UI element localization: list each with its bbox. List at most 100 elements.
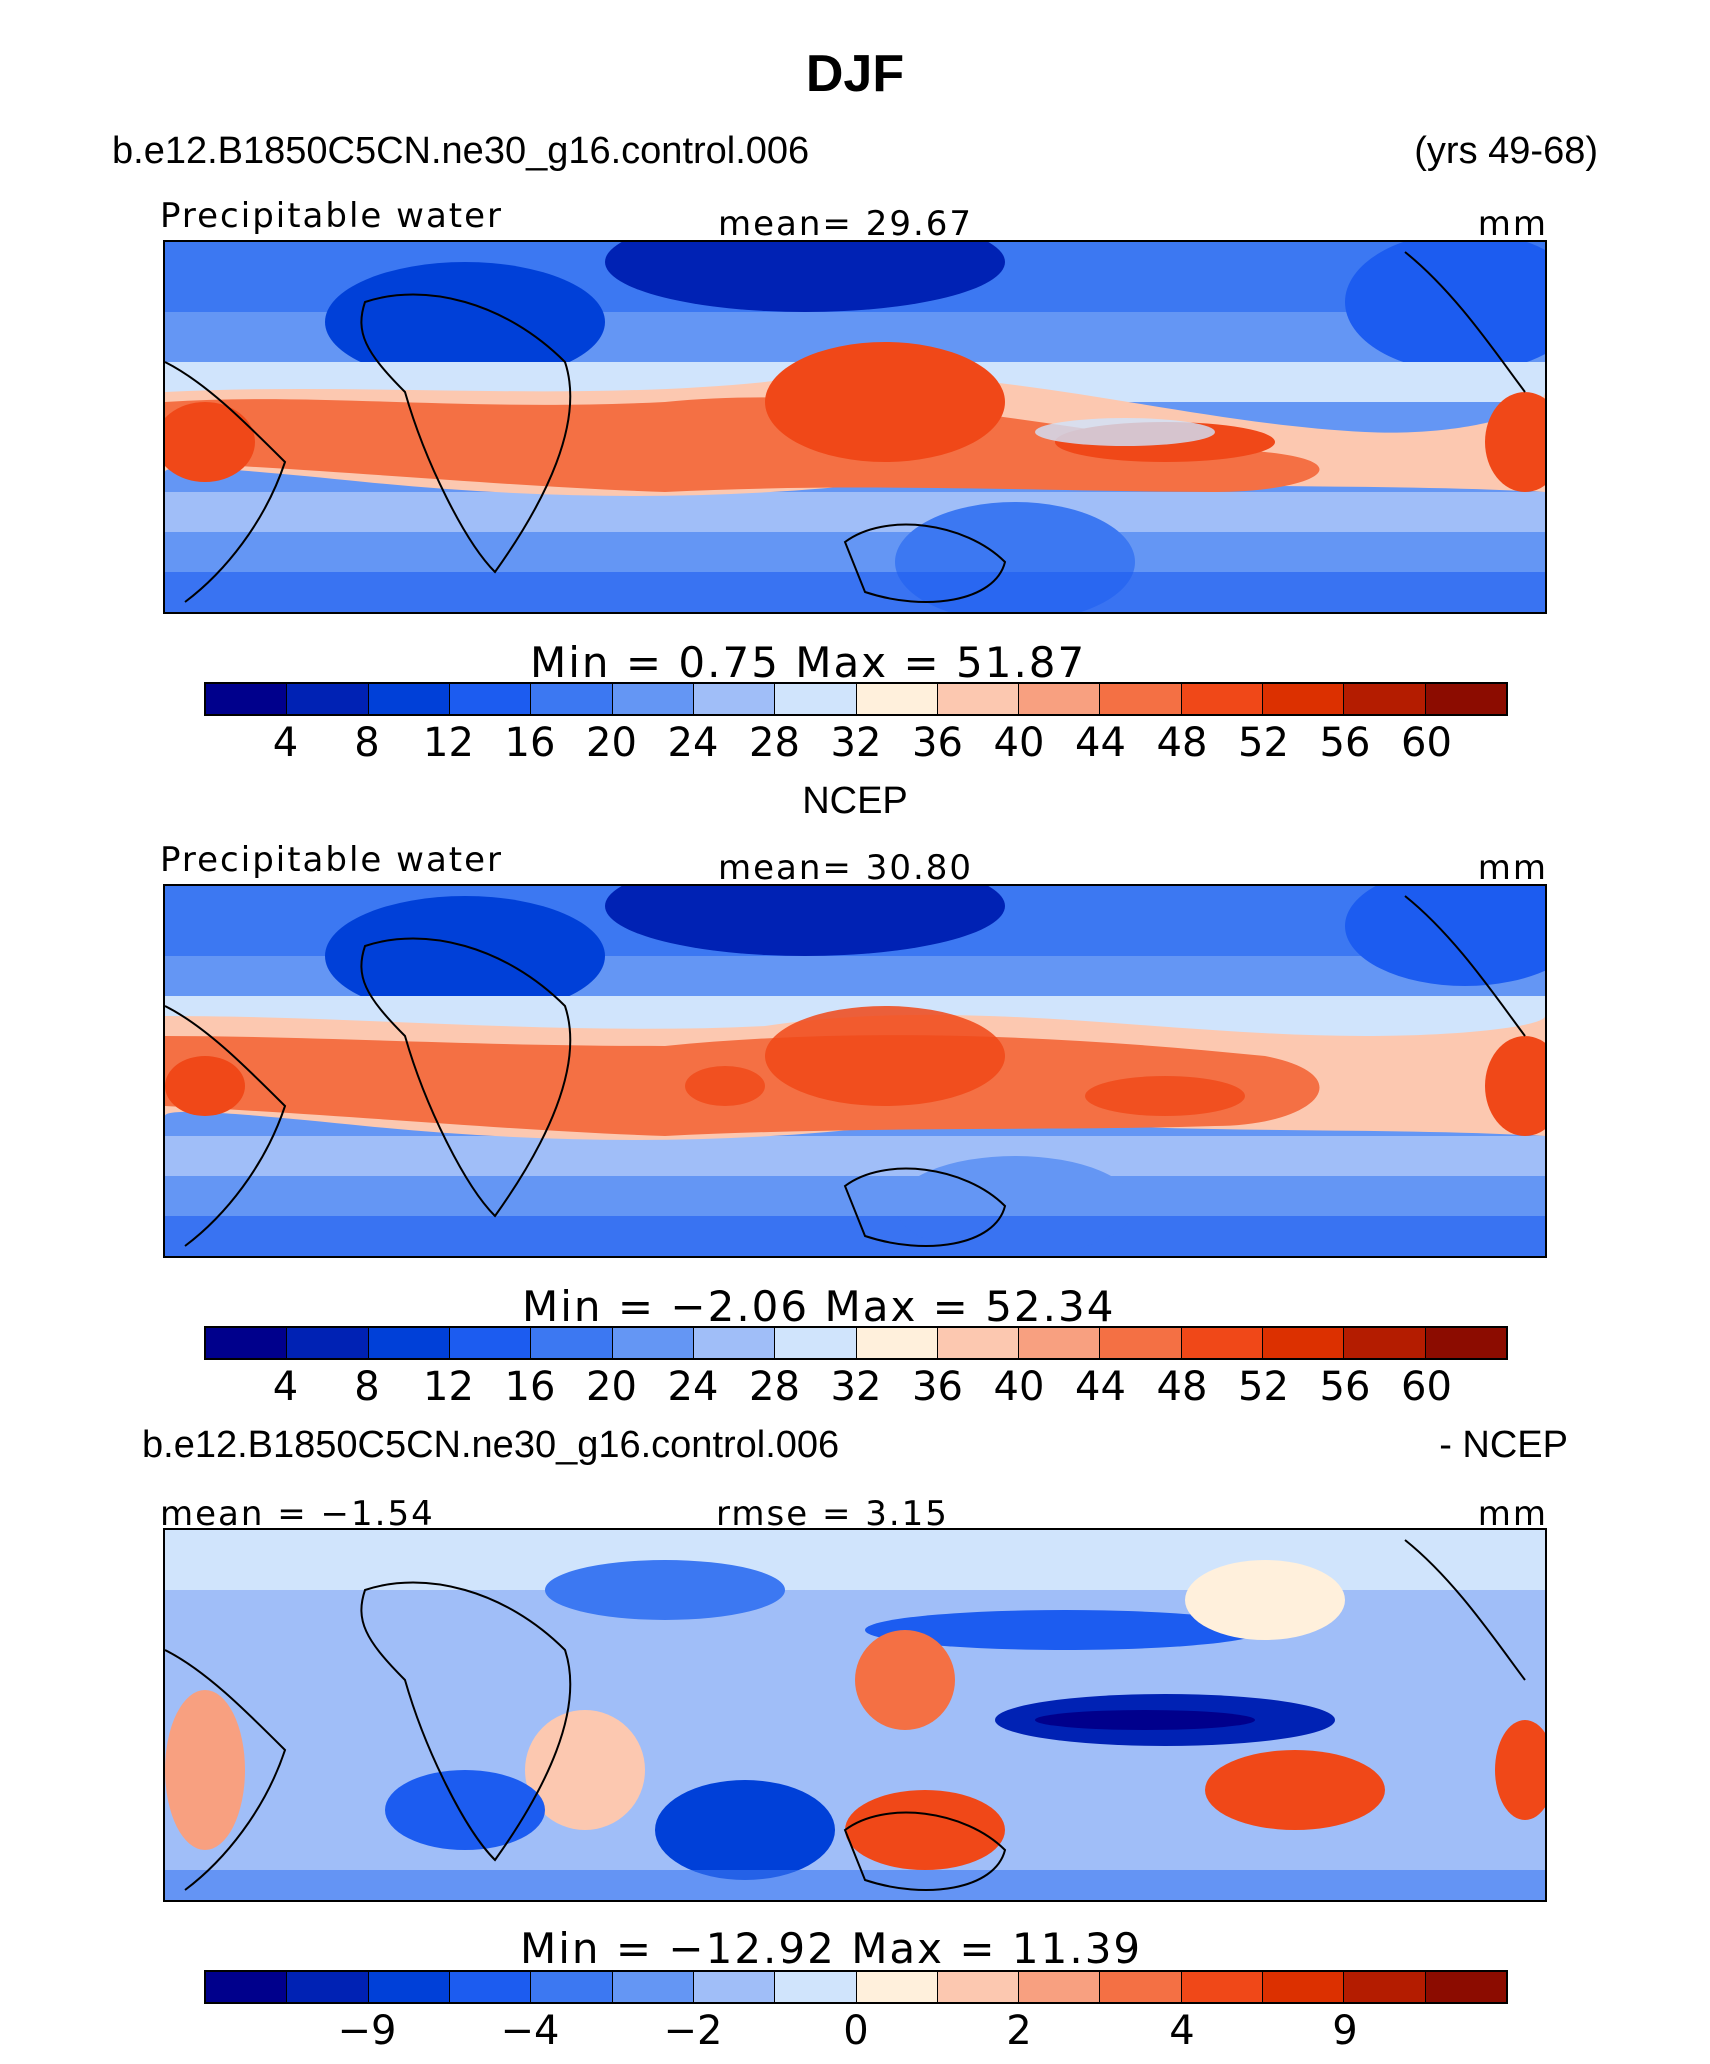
colorbar-swatch xyxy=(1181,1328,1264,1358)
colorbar-tick-label: 8 xyxy=(354,720,380,766)
colorbar-swatch xyxy=(287,1328,369,1358)
colorbar-tick-label: 48 xyxy=(1156,720,1208,766)
colorbar-tick-label: 44 xyxy=(1075,720,1126,766)
colorbar-tick-label: 48 xyxy=(1156,1364,1208,1410)
colorbar-swatch xyxy=(368,684,450,714)
diff-obs-name: - NCEP xyxy=(1439,1424,1568,1466)
colorbar-tick-label: 28 xyxy=(749,720,800,766)
colorbar-swatch xyxy=(1181,684,1264,714)
colorbar-swatch xyxy=(206,684,288,714)
units-label-2: mm xyxy=(1477,848,1548,888)
colorbar-swatch xyxy=(775,684,857,714)
colorbar-tick-label: −2 xyxy=(663,2008,723,2054)
variable-label-1: Precipitable water xyxy=(160,196,504,236)
colorbar-swatch xyxy=(1263,1972,1345,2002)
diff-case-name: b.e12.B1850C5CN.ne30_g16.control.006 xyxy=(142,1424,840,1466)
colorbar-swatch xyxy=(937,1328,1020,1358)
colorbar-tick-label: 52 xyxy=(1238,1364,1289,1410)
colorbar-tick-label: 32 xyxy=(830,1364,882,1410)
colorbar-swatch xyxy=(775,1972,857,2002)
colorbar-swatch xyxy=(287,1972,369,2002)
colorbar-swatch xyxy=(856,684,938,714)
colorbar-swatch xyxy=(449,1972,532,2002)
colorbar-swatch xyxy=(937,684,1020,714)
colorbar-swatch xyxy=(1019,1328,1101,1358)
colorbar-swatch xyxy=(1344,684,1426,714)
colorbar-swatch xyxy=(1019,1972,1101,2002)
colorbar-swatch xyxy=(1425,1972,1506,2002)
mean-label-3: mean = −1.54 xyxy=(160,1494,435,1534)
colorbar-tick-label: 44 xyxy=(1075,1364,1126,1410)
colorbar-swatch xyxy=(1263,1328,1345,1358)
obs-name: NCEP xyxy=(802,780,908,822)
minmax-label-2: Min = −2.06 Max = 52.34 xyxy=(522,1282,1116,1331)
minmax-label-1: Min = 0.75 Max = 51.87 xyxy=(530,638,1087,687)
colorbar-swatch xyxy=(1019,684,1101,714)
colorbar-swatch xyxy=(1425,1328,1506,1358)
map-panel-obs xyxy=(163,884,1547,1258)
units-label-1: mm xyxy=(1477,204,1548,244)
colorbar-swatch xyxy=(449,1328,532,1358)
map-diff-field xyxy=(165,1530,1545,1900)
colorbar-swatch xyxy=(1344,1328,1426,1358)
mean-label-1: mean= 29.67 xyxy=(718,204,974,244)
plot-title: DJF xyxy=(805,45,905,103)
colorbar-tick-label: 36 xyxy=(912,1364,963,1410)
years-range: (yrs 49-68) xyxy=(1414,130,1598,172)
colorbar-swatch xyxy=(612,1972,694,2002)
colorbar-swatch xyxy=(368,1328,450,1358)
colorbar-tick-label: 4 xyxy=(1169,2008,1195,2054)
colorbar-tick-label: 56 xyxy=(1319,720,1371,766)
map-panel-diff xyxy=(163,1528,1547,1902)
colorbar-tick-label: 16 xyxy=(504,720,556,766)
colorbar-swatch xyxy=(693,1972,776,2002)
colorbar-tick-label: −9 xyxy=(337,2008,397,2054)
colorbar-swatch xyxy=(449,684,532,714)
colorbar-swatch xyxy=(1100,1972,1182,2002)
colorbar-tick-label: 4 xyxy=(272,1364,299,1410)
colorbar-tick-label: 12 xyxy=(423,720,474,766)
colorbar-swatch xyxy=(775,1328,857,1358)
colorbar-2 xyxy=(204,1326,1508,1360)
case-name: b.e12.B1850C5CN.ne30_g16.control.006 xyxy=(112,130,810,172)
colorbar-swatch xyxy=(1100,1328,1182,1358)
colorbar-swatch xyxy=(1263,684,1345,714)
variable-label-2: Precipitable water xyxy=(160,840,504,880)
colorbar-tick-label: 24 xyxy=(667,1364,719,1410)
colorbar-tick-label: 32 xyxy=(830,720,882,766)
colorbar-tick-label: 20 xyxy=(586,1364,637,1410)
colorbar-swatch xyxy=(1425,684,1506,714)
colorbar-tick-label: 36 xyxy=(912,720,963,766)
colorbar-tick-label: 40 xyxy=(993,1364,1045,1410)
colorbar-swatch xyxy=(368,1972,450,2002)
colorbar-swatch xyxy=(206,1972,288,2002)
units-label-3: mm xyxy=(1477,1494,1548,1534)
colorbar-tick-label: 9 xyxy=(1332,2008,1358,2054)
map-panel-model xyxy=(163,240,1547,614)
colorbar-tick-label: 24 xyxy=(667,720,719,766)
colorbar-swatch xyxy=(1181,1972,1264,2002)
colorbar-tick-label: 40 xyxy=(993,720,1045,766)
colorbar-tick-label: 60 xyxy=(1401,1364,1452,1410)
map-obs-field xyxy=(165,886,1545,1256)
colorbar-3 xyxy=(204,1970,1508,2004)
colorbar-tick-label: 2 xyxy=(1006,2008,1032,2054)
rmse-label-3: rmse = 3.15 xyxy=(716,1494,949,1534)
colorbar-tick-label: 12 xyxy=(423,1364,474,1410)
colorbar-swatch xyxy=(612,684,694,714)
colorbar-swatch xyxy=(612,1328,694,1358)
colorbar-swatch xyxy=(206,1328,288,1358)
colorbar-swatch xyxy=(693,1328,776,1358)
colorbar-tick-label: −4 xyxy=(500,2008,560,2054)
colorbar-tick-label: 8 xyxy=(354,1364,380,1410)
colorbar-tick-label: 56 xyxy=(1319,1364,1371,1410)
colorbar-swatch xyxy=(1100,684,1182,714)
colorbar-swatch xyxy=(531,684,613,714)
colorbar-tick-label: 52 xyxy=(1238,720,1289,766)
map-model-field xyxy=(165,242,1545,612)
colorbar-swatch xyxy=(531,1328,613,1358)
colorbar-swatch xyxy=(937,1972,1020,2002)
colorbar-tick-label: 60 xyxy=(1401,720,1452,766)
colorbar-tick-label: 28 xyxy=(749,1364,800,1410)
minmax-label-3: Min = −12.92 Max = 11.39 xyxy=(520,1924,1143,1973)
